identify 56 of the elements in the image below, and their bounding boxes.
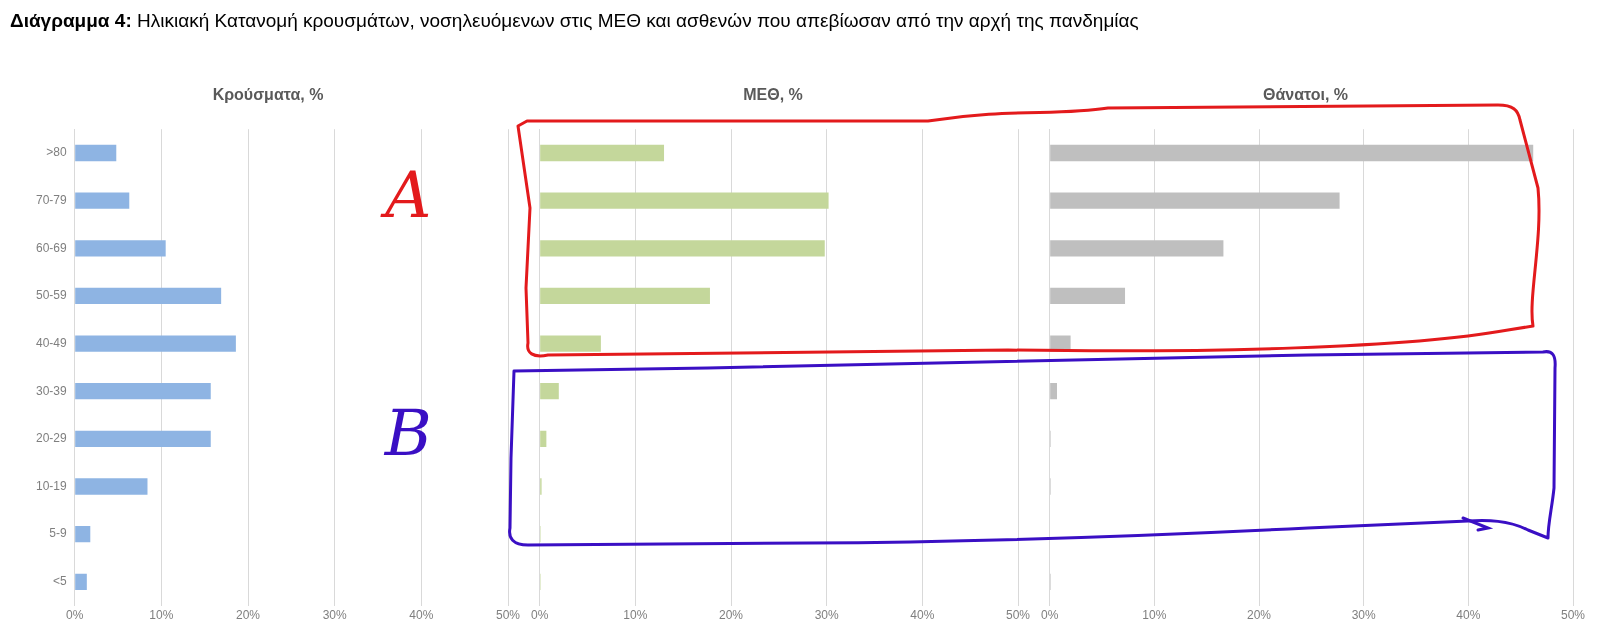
chart-title: Θάνατοι, %: [1262, 86, 1349, 104]
x-tick-label: 30%: [322, 608, 348, 623]
y-tick-label: 50-59: [35, 288, 68, 303]
x-tick-label: 10%: [623, 608, 648, 623]
annotation: B: [383, 396, 432, 471]
text: Διάγραμμα 4: Ηλικιακή Κατανομή κρουσμάτων, νοσηλευόμενων στις ΜΕΘ και ασθενών που απεβίωσαν από την αρχή της πανδημίας: [10, 10, 1139, 32]
x-tick-label: 40%: [409, 608, 434, 623]
bar: [1050, 144, 1534, 162]
bar: [1050, 192, 1340, 209]
x-tick-label: 40%: [910, 608, 935, 623]
bar: [540, 240, 825, 257]
bar: [75, 383, 211, 400]
bar: [75, 335, 236, 352]
bar: [75, 478, 148, 495]
y-tick-label: 20-29: [35, 431, 68, 446]
bar: [1050, 287, 1126, 305]
x-tick-label: 20%: [718, 608, 744, 623]
x-tick-label: 40%: [1456, 608, 1481, 623]
x-tick-label: 50%: [1005, 608, 1031, 623]
bar: [75, 144, 117, 162]
x-tick-label: 50%: [1560, 608, 1586, 623]
y-tick-label: >80: [46, 145, 68, 160]
bar: [75, 192, 130, 209]
x-tick-label: 30%: [814, 608, 839, 623]
bar: [540, 383, 559, 400]
bar: [75, 240, 166, 257]
bar: [75, 573, 87, 590]
y-tick-label: 70-79: [35, 192, 68, 207]
x-tick-label: 10%: [1142, 608, 1167, 623]
x-tick-label: 30%: [1351, 608, 1376, 623]
chart-title: Κρούσματα, %: [212, 86, 324, 104]
x-tick-label: 20%: [236, 608, 261, 623]
x-tick-label: 50%: [495, 608, 521, 623]
x-tick-label: 0%: [66, 608, 84, 623]
x-tick-label: 10%: [149, 608, 174, 623]
y-tick-label: 30-39: [35, 383, 68, 398]
bar: [1050, 240, 1224, 257]
x-tick-label: 20%: [1246, 608, 1272, 623]
y-tick-label: <5: [53, 574, 68, 589]
bar: [540, 287, 710, 305]
chart-title: ΜΕΘ, %: [743, 86, 803, 104]
bar: [540, 144, 665, 162]
annotation: A: [380, 158, 432, 233]
y-tick-label: 10-19: [35, 478, 68, 493]
x-tick-label: 0%: [531, 608, 549, 623]
bar: [75, 430, 211, 448]
bar: [540, 192, 829, 209]
bar: [540, 335, 601, 352]
bar: [75, 287, 222, 305]
y-tick-label: 5-9: [49, 526, 68, 541]
y-tick-label: 60-69: [35, 240, 68, 255]
bar: [1050, 383, 1057, 400]
x-tick-label: 0%: [1041, 608, 1059, 623]
bar: [540, 430, 547, 448]
y-tick-label: 40-49: [35, 335, 68, 350]
bar: [75, 525, 91, 543]
